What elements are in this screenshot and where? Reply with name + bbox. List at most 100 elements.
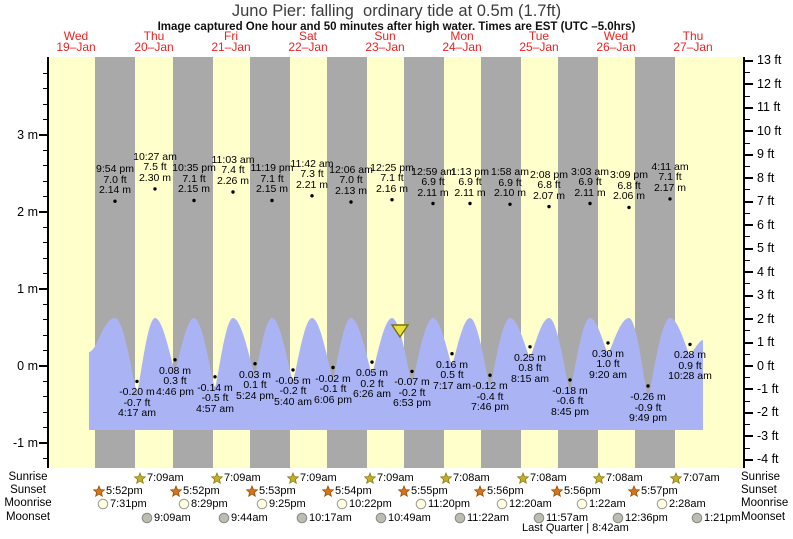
high-tide-annotation: 4:11 am 7.1 ft 2.17 m — [638, 162, 702, 194]
high-tide-annotation: 1:58 am 6.9 ft 2.10 m — [478, 167, 542, 199]
right-minor-tick — [745, 377, 750, 379]
annotation-line: 9:49 pm — [629, 412, 667, 425]
moonset-time: 9:09am — [154, 511, 191, 524]
sunset-time: 5:57pm — [641, 484, 678, 497]
tide-point-dot — [568, 378, 572, 382]
high-tide-annotation: 12:25 pm 7.1 ft 2.16 m — [360, 163, 424, 195]
moonset-time: 11:22am — [467, 511, 509, 524]
moonrise-entry: 7:31pm — [97, 497, 147, 510]
day-label: Wed 26–Jan — [578, 29, 655, 53]
annotation-line: -0.7 ft — [123, 396, 151, 409]
right-minor-tick — [745, 212, 750, 214]
moonset-entry: 11:22am — [454, 511, 509, 524]
sunrise-entry: 7:07am — [670, 471, 720, 484]
sunrise-time: 7:09am — [300, 471, 337, 484]
tide-point-dot — [270, 198, 274, 203]
annotation-line: -0.18 m — [552, 384, 588, 397]
right-axis-label: 5 ft — [757, 241, 775, 256]
sunrise-star-icon — [593, 471, 605, 484]
high-tide-annotation: 12:59 am 6.9 ft 2.11 m — [401, 167, 465, 199]
sunset-star-icon — [93, 484, 105, 497]
annotation-line: 1.0 ft — [596, 358, 620, 371]
sunrise-star-icon — [517, 471, 529, 484]
right-major-tick — [745, 435, 753, 438]
right-axis-label: -3 ft — [757, 428, 779, 443]
right-axis-label: 8 ft — [757, 170, 775, 185]
tide-point-dot — [488, 373, 492, 377]
annotation-line: 6.9 ft — [498, 176, 522, 189]
low-tide-annotation: -0.14 m -0.5 ft 4:57 am — [183, 383, 247, 415]
left-minor-tick — [43, 72, 47, 74]
right-axis-label: -1 ft — [757, 381, 779, 396]
sunrise-star-icon — [440, 471, 452, 484]
right-minor-tick — [745, 447, 750, 449]
sunset-time: 5:53pm — [259, 484, 296, 497]
moonrise-entry: 9:25pm — [256, 497, 306, 510]
tide-curve-area — [89, 318, 703, 430]
low-tide-annotation: -0.05 m -0.2 ft 5:40 am — [261, 376, 325, 408]
right-minor-tick — [745, 119, 750, 121]
left-minor-tick — [43, 411, 47, 413]
left-minor-tick — [43, 303, 47, 305]
sunset-entry: 5:52pm — [93, 484, 143, 497]
day-label-line: 19–Jan — [56, 40, 96, 54]
low-tide-annotation: -0.26 m -0.9 ft 9:49 pm — [616, 392, 680, 424]
sunset-entry: 5:53pm — [246, 484, 296, 497]
left-minor-tick — [43, 103, 47, 105]
left-major-tick — [39, 288, 47, 290]
day-label-line: 25–Jan — [519, 40, 559, 54]
annotation-line: 7.1 ft — [182, 172, 206, 185]
annotation-line: 2.15 m — [255, 183, 289, 196]
annotation-line: -0.12 m — [472, 380, 508, 393]
tide-point-dot — [390, 198, 394, 202]
left-minor-tick — [43, 396, 47, 398]
right-major-tick — [745, 271, 753, 274]
day-label-line: Wed — [603, 29, 629, 43]
left-axis-label: 0 m — [17, 358, 38, 373]
left-minor-tick — [43, 180, 47, 182]
annotation-line: -0.2 ft — [398, 386, 426, 399]
sunset-row-label-right: Sunset — [741, 484, 777, 496]
annotation-line: 8:15 am — [511, 372, 549, 385]
right-major-tick — [745, 200, 753, 203]
day-label-line: Fri — [224, 29, 238, 43]
tide-point-dot — [349, 200, 353, 204]
left-minor-tick — [43, 273, 47, 275]
annotation-line: 7.0 ft — [103, 173, 127, 186]
moonrise-circle-icon — [576, 498, 588, 509]
low-tide-annotation: -0.02 m -0.1 ft 6:06 pm — [301, 374, 365, 406]
right-minor-tick — [745, 72, 750, 74]
left-major-tick — [39, 365, 47, 367]
day-label-line: Mon — [450, 29, 474, 43]
right-axis-label: 9 ft — [757, 147, 775, 162]
day-label: Fri 21–Jan — [193, 29, 270, 53]
right-minor-tick — [745, 236, 750, 238]
annotation-line: 5:24 pm — [236, 389, 274, 402]
tide-point-dot — [310, 194, 314, 198]
annotation-line: -0.14 m — [197, 381, 233, 394]
annotation-line: 11:19 pm — [250, 162, 294, 175]
annotation-line: 10:27 am — [133, 150, 177, 163]
annotation-line: 6:26 am — [353, 388, 391, 401]
right-minor-tick — [745, 142, 750, 144]
moonrise-row-label-left: Moonrise — [4, 497, 52, 509]
left-major-tick — [39, 134, 47, 136]
moonrise-circle-icon — [336, 498, 348, 509]
tide-point-dot — [410, 369, 414, 374]
annotation-line: 0.30 m — [591, 347, 625, 360]
right-minor-tick — [745, 95, 750, 97]
day-label-line: Sun — [374, 29, 396, 43]
left-axis-label: -1 m — [13, 435, 38, 450]
tide-point-dot — [213, 375, 217, 379]
sunset-row-label-left: Sunset — [10, 484, 46, 496]
annotation-line: -0.02 m — [315, 372, 351, 385]
sunset-entry: 5:56pm — [551, 484, 601, 497]
high-tide-annotation: 11:19 pm 7.1 ft 2.15 m — [240, 163, 304, 195]
annotation-line: 6.8 ft — [617, 179, 641, 192]
annotation-line: -0.1 ft — [319, 383, 347, 396]
moonrise-time: 12:20am — [509, 497, 552, 510]
day-label: Thu 20–Jan — [116, 30, 193, 53]
sunset-entry: 5:55pm — [398, 484, 448, 497]
annotation-line: 6.9 ft — [421, 176, 445, 189]
sunrise-time: 7:08am — [453, 471, 490, 484]
